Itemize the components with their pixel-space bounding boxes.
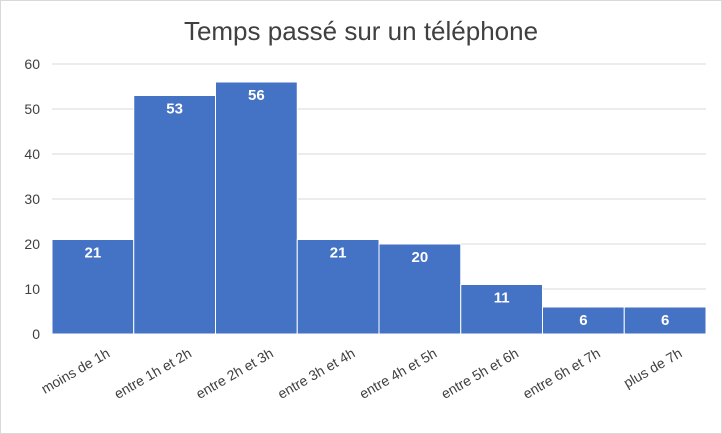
bar [51,239,135,335]
y-tick-label: 40 [24,146,40,162]
bars [51,81,707,335]
data-label: 11 [494,290,510,307]
data-label: 20 [412,249,429,266]
data-label: 56 [248,87,265,104]
data-label: 6 [579,312,587,329]
data-label: 21 [330,245,347,262]
x-category-label: entre 4h et 5h [357,345,440,402]
data-label: 53 [166,101,183,118]
bar [215,81,298,335]
chart-title: Temps passé sur un téléphone [184,16,538,46]
bar [542,306,625,335]
bar [378,243,462,335]
x-category-label: entre 6h et 7h [520,345,603,402]
y-tick-label: 60 [24,56,40,72]
bar [133,95,216,335]
y-tick-label: 50 [24,101,40,117]
x-category-label: entre 3h et 4h [275,345,358,402]
data-label: 6 [661,312,669,329]
bar [623,306,707,335]
x-category-label: entre 5h et 6h [438,345,521,402]
x-category-label: plus de 7h [621,345,685,391]
bar [460,284,543,335]
y-tick-label: 0 [32,326,40,342]
y-tick-label: 30 [24,191,40,207]
y-tick-label: 10 [24,281,40,297]
x-category-label: moins de 1h [38,345,112,397]
x-category-label: entre 1h et 2h [111,345,194,402]
y-tick-label: 20 [24,236,40,252]
data-label: 21 [85,245,102,262]
data-labels: 21 53 56 21 20 11 6 6 [85,87,670,329]
y-axis-ticks: 0 10 20 30 40 50 60 [24,56,40,342]
x-category-label: entre 2h et 3h [193,345,276,402]
bar [296,239,380,335]
